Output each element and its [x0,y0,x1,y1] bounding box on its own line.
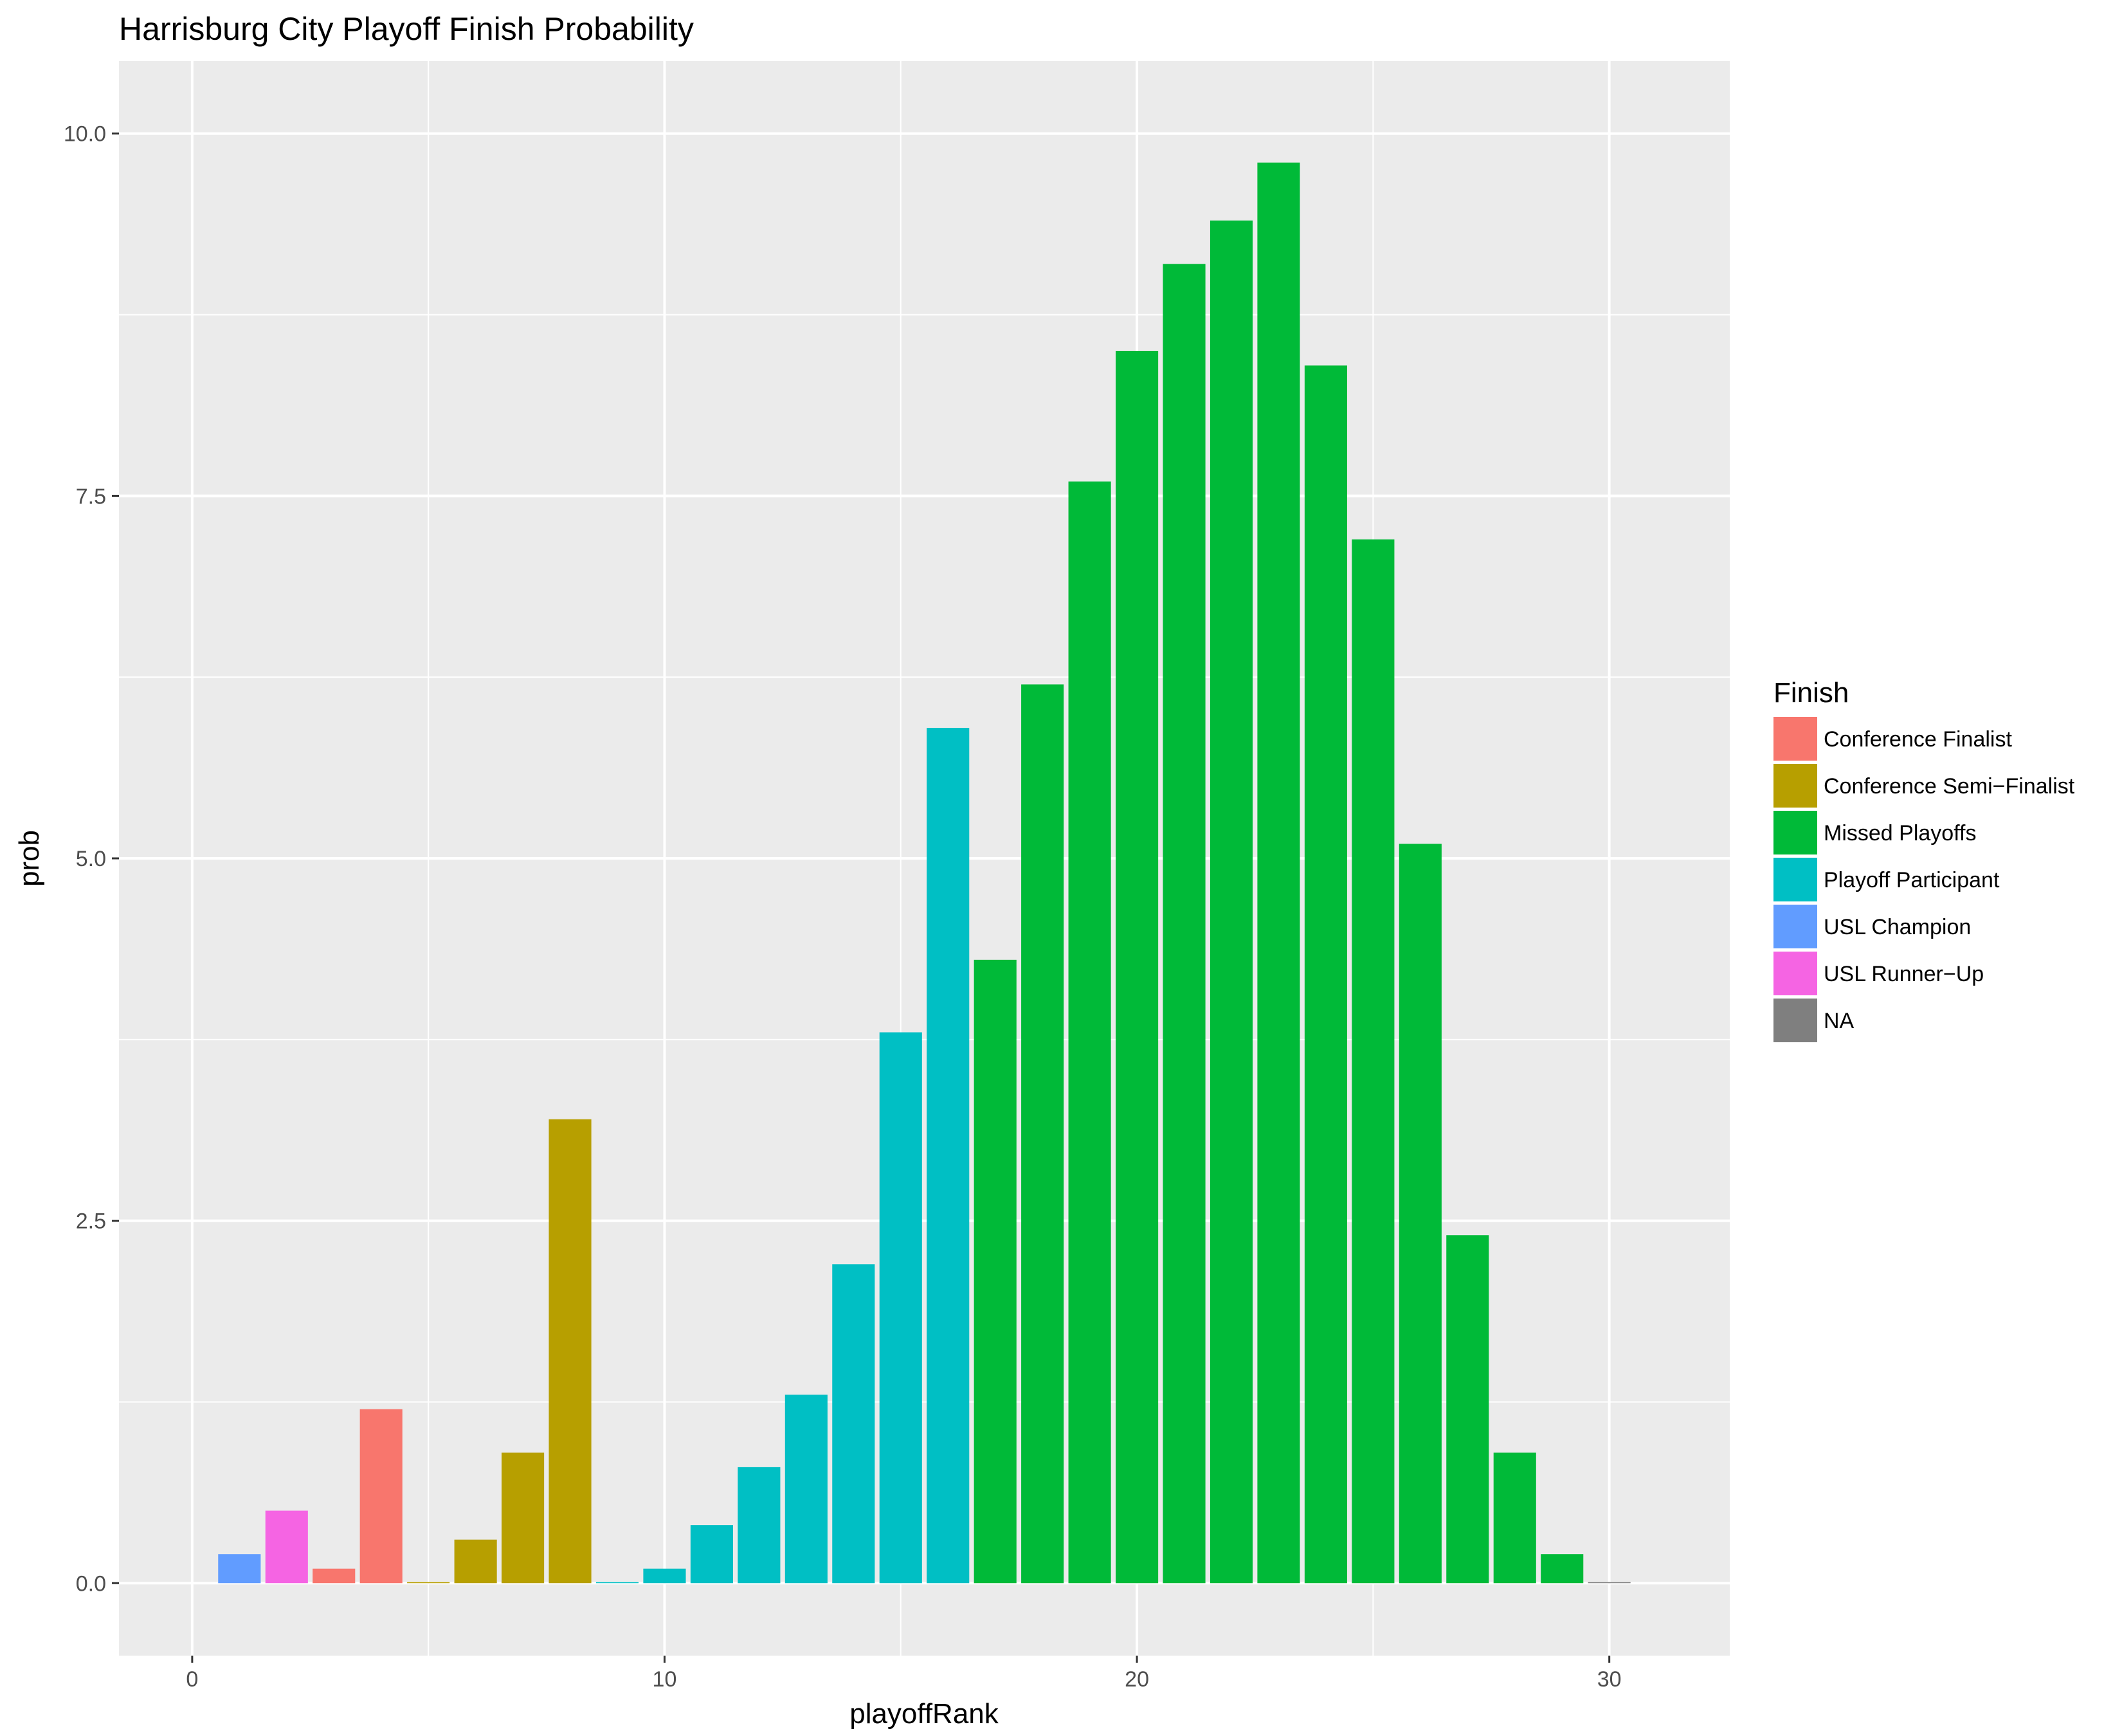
bar [1116,350,1159,1584]
bar [1399,844,1442,1584]
bar [359,1409,403,1584]
y-axis-title: prob [14,830,45,887]
x-axis: 0 10 20 30 [186,1656,1622,1692]
major-gridlines [119,61,1730,1656]
legend-key [1773,717,1817,761]
y-tick-label: 7.5 [76,484,106,509]
legend-key [1773,905,1817,948]
x-tick-label: 20 [1125,1667,1149,1692]
bar [407,1582,450,1584]
bars [218,162,1631,1584]
legend-key [1773,999,1817,1042]
x-tick-label: 10 [653,1667,677,1692]
legend-key [1773,858,1817,901]
bar [1304,365,1347,1584]
bar [1068,481,1111,1584]
bar [313,1568,356,1584]
y-tick-label: 5.0 [76,847,106,871]
bar [454,1539,497,1584]
legend-items: Conference Finalist Conference Semi−Final… [1773,717,2075,1042]
legend-key [1773,764,1817,808]
legend-label: Playoff Participant [1824,868,2000,892]
bar [502,1452,545,1584]
bar [1352,539,1395,1584]
bar [879,1032,922,1584]
bar [832,1264,875,1584]
y-tick-label: 0.0 [76,1571,106,1596]
bar [927,728,970,1584]
bar [1021,684,1064,1584]
bar [690,1525,733,1584]
bar [643,1568,686,1584]
bar [1210,221,1253,1584]
bar [1493,1452,1536,1584]
chart-title: Harrisburg City Playoff Finish Probabili… [119,11,694,47]
bar [265,1510,308,1584]
x-tick-label: 30 [1597,1667,1622,1692]
x-tick-label: 0 [186,1667,198,1692]
legend-label: USL Champion [1824,915,1971,939]
x-axis-title: playoffRank [849,1698,999,1730]
y-axis: 0.0 2.5 5.0 7.5 10.0 [64,122,119,1596]
y-tick-label: 10.0 [64,122,106,147]
legend: Finish Conference Finalist Conference Sem… [1773,677,2075,1042]
y-tick-label: 2.5 [76,1209,106,1234]
legend-key [1773,952,1817,995]
legend-label: Conference Finalist [1824,727,2012,752]
bar [1588,1582,1631,1584]
bar [549,1119,592,1584]
bar [738,1467,781,1584]
legend-title: Finish [1773,677,1849,709]
bar [1257,162,1300,1584]
bar [784,1395,828,1584]
legend-label: Missed Playoffs [1824,821,1976,845]
bar [974,959,1017,1584]
legend-label: USL Runner−Up [1824,962,1984,986]
legend-label: NA [1824,1009,1854,1033]
bar [1446,1235,1489,1584]
bar [1541,1554,1584,1584]
bar [595,1582,639,1584]
legend-key [1773,811,1817,854]
bar [218,1554,261,1584]
legend-label: Conference Semi−Finalist [1824,774,2075,799]
bar [1163,264,1206,1584]
